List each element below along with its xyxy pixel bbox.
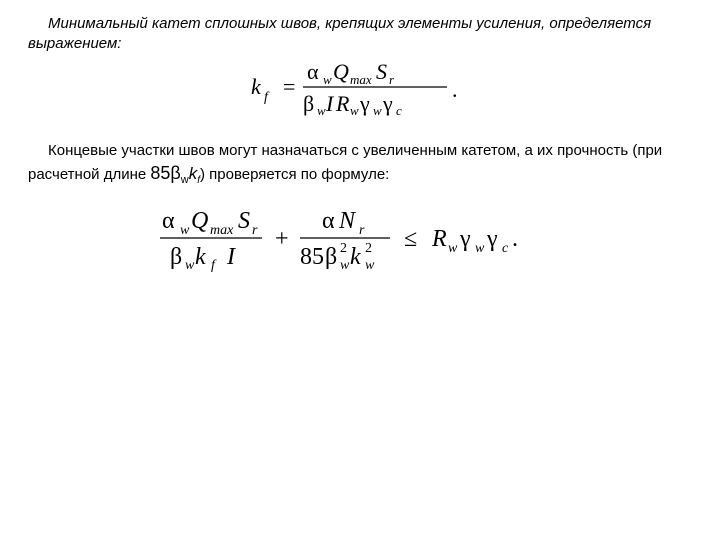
- t2-den-k-sup: 2: [365, 241, 372, 256]
- t2-num-N: N: [338, 208, 357, 234]
- intro-paragraph: Минимальный катет сплошных швов, крепящи…: [28, 14, 692, 53]
- rhs-gamma-c-sub: c: [502, 241, 509, 256]
- kf-num-alpha-sub: w: [323, 72, 332, 87]
- leq-sign: ≤: [404, 226, 417, 252]
- t2-num-N-sub: r: [359, 223, 365, 238]
- t1-num-S-sub: r: [252, 223, 258, 238]
- plus-sign: +: [275, 226, 289, 252]
- kf-den-beta: β: [303, 91, 314, 116]
- t2-den-beta-sub: w: [340, 258, 350, 272]
- t2-num-alpha: α: [322, 208, 335, 234]
- kf-period: .: [452, 77, 458, 102]
- kf-den-R: R: [335, 91, 350, 116]
- kf-num-Q-sub: max: [350, 72, 372, 87]
- rhs-gamma-w: γ: [459, 226, 471, 252]
- t1-den-I: I: [226, 244, 236, 270]
- kf-den-gamma-w: γ: [359, 91, 370, 116]
- rhs-gamma-w-sub: w: [475, 241, 485, 256]
- t2-den-k-sub: w: [365, 258, 375, 272]
- t1-num-Q-sub: max: [210, 223, 234, 238]
- t2-den-85: 85: [300, 244, 324, 270]
- t1-den-k-sub: f: [211, 258, 217, 272]
- kf-den-gamma-w-sub: w: [373, 103, 382, 117]
- kf-num-Q: Q: [333, 59, 349, 84]
- t1-num-Q: Q: [191, 208, 208, 234]
- t1-den-beta: β: [170, 244, 182, 270]
- second-para-suffix: ) проверяется по формуле:: [200, 166, 389, 183]
- kf-den-R-sub: w: [350, 103, 359, 117]
- rhs-R-sub: w: [448, 241, 458, 256]
- ineq-period: .: [512, 226, 518, 252]
- t2-den-k: k: [350, 244, 361, 270]
- t1-num-alpha-sub: w: [180, 223, 190, 238]
- kf-den-gamma-c-sub: c: [396, 103, 402, 117]
- t2-den-beta: β: [325, 244, 337, 270]
- kf-equals: =: [283, 74, 295, 99]
- kf-left-sub: f: [264, 90, 270, 105]
- kf-den-gamma-c: γ: [382, 91, 393, 116]
- t1-den-beta-sub: w: [185, 258, 195, 272]
- inline-85beta: 85βwkf: [150, 166, 200, 183]
- intro-text: Минимальный катет сплошных швов, крепящи…: [28, 15, 651, 52]
- t1-num-alpha: α: [162, 208, 175, 234]
- rhs-R: R: [431, 226, 447, 252]
- kf-den-I: I: [325, 91, 335, 116]
- second-paragraph: Концевые участки швов могут назначаться …: [28, 141, 692, 188]
- formula-kf: k f = α w Q max S r β w I R w γ w γ c .: [28, 59, 692, 121]
- formula-inequality: α w Q max S r β w k f I + α N r 85 β 2: [28, 206, 692, 276]
- kf-num-S-sub: r: [389, 72, 395, 87]
- t1-den-k: k: [195, 244, 206, 270]
- kf-num-S: S: [376, 59, 387, 84]
- t1-num-S: S: [238, 208, 250, 234]
- t2-den-beta-sup: 2: [340, 241, 347, 256]
- kf-left-k: k: [251, 74, 262, 99]
- kf-num-alpha: α: [307, 59, 319, 84]
- kf-den-beta-sub: w: [317, 103, 326, 117]
- rhs-gamma-c: γ: [486, 226, 498, 252]
